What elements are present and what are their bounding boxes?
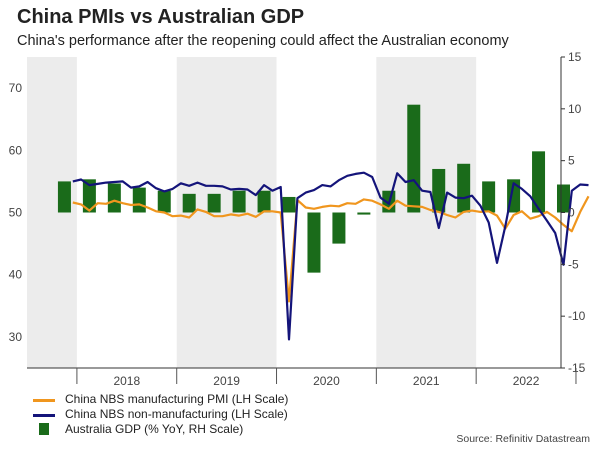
bar-gdp-20 (556, 184, 570, 213)
bar-gdp-6 (207, 193, 221, 213)
right-tick-label: -10 (568, 309, 586, 323)
bar-gdp-1 (82, 179, 96, 213)
right-tick-label: 5 (568, 154, 575, 168)
bar-gdp-12 (357, 212, 371, 215)
legend-swatch-green (39, 423, 49, 435)
bar-gdp-0 (57, 181, 71, 213)
bar-gdp-8 (257, 190, 271, 213)
chart-subtitle: China's performance after the reopening … (17, 33, 509, 49)
x-tick-label-2019: 2019 (213, 374, 240, 388)
left-tick-label: 70 (9, 81, 23, 95)
bar-gdp-10 (307, 212, 321, 273)
x-tick-label-2018: 2018 (113, 374, 140, 388)
right-tick-label: 10 (568, 102, 582, 116)
bar-gdp-3 (132, 187, 146, 213)
x-tick-label-2021: 2021 (413, 374, 440, 388)
bar-gdp-15 (432, 168, 446, 213)
x-tick-label-2020: 2020 (313, 374, 340, 388)
line-manufacturing-pmi (72, 195, 590, 303)
right-tick-label: -15 (568, 361, 586, 375)
bar-gdp-2 (107, 183, 121, 213)
left-tick-label: 40 (9, 268, 23, 282)
right-tick-label: 15 (568, 50, 582, 64)
legend-label-non-manufacturing: China NBS non-manufacturing (LH Scale) (65, 407, 288, 421)
legend-line-navy (33, 414, 55, 417)
bar-gdp-9 (282, 196, 296, 213)
bar-gdp-11 (332, 212, 346, 244)
legend-line-orange (33, 399, 55, 402)
bar-gdp-5 (182, 193, 196, 213)
bar-gdp-7 (232, 190, 246, 213)
right-tick-label: -5 (568, 257, 579, 271)
x-tick-label-2022: 2022 (513, 374, 540, 388)
source-note: Source: Refinitiv Datastream (456, 433, 590, 445)
right-tick-label: 0 (568, 206, 575, 220)
bar-gdp-16 (457, 163, 471, 213)
chart-title: China PMIs vs Australian GDP (17, 6, 305, 28)
bar-gdp-4 (157, 190, 171, 213)
bar-gdp-14 (407, 104, 421, 213)
left-tick-label: 50 (9, 206, 23, 220)
line-non-manufacturing (72, 171, 589, 341)
bar-gdp-17 (482, 181, 496, 213)
left-tick-label: 30 (9, 330, 23, 344)
left-tick-label: 60 (9, 143, 23, 157)
legend-label-manufacturing-pmi: China NBS manufacturing PMI (LH Scale) (65, 392, 289, 406)
legend-label-australia-gdp: Australia GDP (% YoY, RH Scale) (65, 422, 244, 436)
bar-gdp-19 (532, 151, 546, 213)
